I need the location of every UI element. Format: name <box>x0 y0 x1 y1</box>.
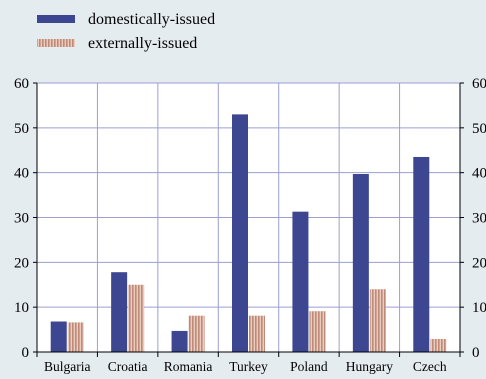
y-tick-label: 20 <box>14 255 29 271</box>
bar-external <box>249 315 265 352</box>
y-tick-label: 50 <box>14 121 29 137</box>
bars <box>50 114 447 352</box>
y-axis-right-ticks: 0 10 20 30 40 50 60 <box>460 76 486 361</box>
x-tick-label: Croatia <box>108 359 148 374</box>
bar-external <box>67 322 84 352</box>
gridlines <box>37 82 460 352</box>
y-tick-label: 0 <box>22 345 30 361</box>
x-tick-label: Turkey <box>229 359 268 374</box>
y-tick-label: 40 <box>14 166 29 182</box>
y-tick-label: 60 <box>14 76 29 92</box>
y2-tick-label: 0 <box>472 345 480 361</box>
x-tick-label: Czech <box>413 359 447 374</box>
y-tick-label: 10 <box>14 300 29 316</box>
y2-tick-label: 10 <box>472 300 486 316</box>
bar-domestic <box>352 174 369 352</box>
x-tick-label: Hungary <box>346 359 393 374</box>
y2-tick-label: 30 <box>472 211 486 227</box>
legend-label: domestically-issued <box>88 11 215 28</box>
bar-external <box>430 338 447 352</box>
legend-label: externally-issued <box>88 35 197 52</box>
bar-external <box>369 289 386 352</box>
bar-external <box>128 284 145 352</box>
x-tick-label: Romania <box>164 359 213 374</box>
y2-tick-label: 20 <box>472 255 486 271</box>
legend-swatch-domestic <box>37 15 75 23</box>
legend-swatch-external <box>37 39 75 47</box>
bar-domestic <box>111 272 128 352</box>
bar-external <box>188 315 205 352</box>
x-axis-ticks: Bulgaria Croatia Romania Turkey Poland Hungar… <box>36 352 461 374</box>
bar-domestic <box>50 321 67 352</box>
x-tick-label: Bulgaria <box>44 359 91 374</box>
bar-domestic <box>292 211 309 352</box>
y2-tick-label: 60 <box>472 76 486 92</box>
bar-external <box>309 311 326 352</box>
bar-domestic <box>232 114 248 352</box>
y-tick-label: 30 <box>14 211 29 227</box>
legend: domestically-issued externally-issued <box>37 11 215 52</box>
bar-domestic <box>171 330 188 352</box>
y2-tick-label: 50 <box>472 121 486 137</box>
y-axis-left-ticks: 0 10 20 30 40 50 60 <box>14 76 37 361</box>
x-tick-label: Poland <box>290 359 328 374</box>
bar-domestic <box>413 156 430 352</box>
y2-tick-label: 40 <box>472 166 486 182</box>
